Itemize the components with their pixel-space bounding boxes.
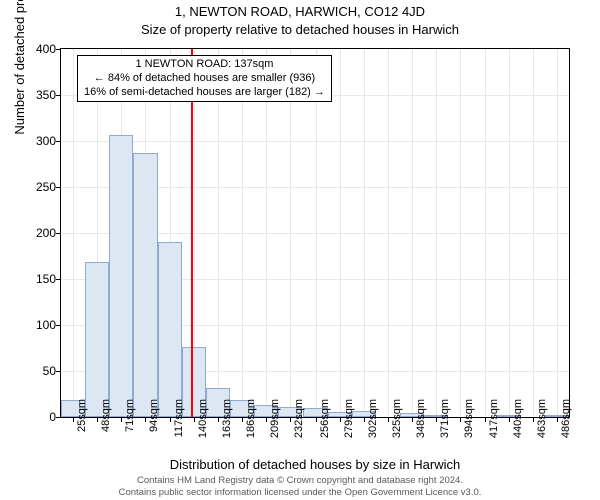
gridline-v [436, 49, 437, 417]
gridline-v [73, 49, 74, 417]
xtick [412, 417, 413, 422]
ytick [56, 371, 61, 372]
gridline-v [242, 49, 243, 417]
xtick-label: 417sqm [488, 399, 500, 449]
histogram-bar [158, 242, 182, 417]
gridline-v [218, 49, 219, 417]
xtick-label: 71sqm [124, 399, 136, 449]
page-root: 1, NEWTON ROAD, HARWICH, CO12 4JD Size o… [0, 0, 600, 500]
xtick [485, 417, 486, 422]
histogram-plot: 1 NEWTON ROAD: 137sqm ← 84% of detached … [60, 48, 570, 418]
y-axis-label: Number of detached properties [12, 0, 27, 230]
xtick [316, 417, 317, 422]
annotation-line-2: ← 84% of detached houses are smaller (93… [84, 72, 325, 86]
xtick [436, 417, 437, 422]
ytick [56, 49, 61, 50]
xtick-label: 117sqm [173, 399, 185, 449]
histogram-bar [133, 153, 157, 417]
ytick [56, 95, 61, 96]
ytick [56, 141, 61, 142]
xtick [145, 417, 146, 422]
xtick-label: 394sqm [463, 399, 475, 449]
page-subtitle: Size of property relative to detached ho… [0, 22, 600, 37]
xtick-label: 140sqm [197, 399, 209, 449]
ytick-label: 350 [16, 88, 56, 102]
ytick-label: 300 [16, 134, 56, 148]
xtick [266, 417, 267, 422]
x-axis-label: Distribution of detached houses by size … [60, 457, 570, 472]
ytick [56, 417, 61, 418]
xtick-label: 486sqm [560, 399, 572, 449]
ytick-label: 100 [16, 318, 56, 332]
xtick-label: 25sqm [76, 399, 88, 449]
xtick [340, 417, 341, 422]
xtick [533, 417, 534, 422]
xtick-label: 94sqm [148, 399, 160, 449]
xtick [194, 417, 195, 422]
ytick [56, 187, 61, 188]
gridline-v [533, 49, 534, 417]
xtick-label: 348sqm [415, 399, 427, 449]
annotation-line-1: 1 NEWTON ROAD: 137sqm [84, 58, 325, 72]
gridline-v [266, 49, 267, 417]
xtick [290, 417, 291, 422]
ytick-label: 400 [16, 42, 56, 56]
xtick-label: 256sqm [319, 399, 331, 449]
xtick [557, 417, 558, 422]
gridline-v [290, 49, 291, 417]
ytick [56, 325, 61, 326]
ytick-label: 50 [16, 364, 56, 378]
xtick [170, 417, 171, 422]
histogram-bar [85, 262, 109, 417]
ytick-label: 200 [16, 226, 56, 240]
xtick-label: 232sqm [293, 399, 305, 449]
gridline-v [412, 49, 413, 417]
gridline-v [557, 49, 558, 417]
footer: Contains HM Land Registry data © Crown c… [0, 475, 600, 498]
xtick [364, 417, 365, 422]
xtick [509, 417, 510, 422]
marker-line [191, 49, 193, 417]
ytick-label: 0 [16, 410, 56, 424]
xtick [460, 417, 461, 422]
xtick-label: 463sqm [536, 399, 548, 449]
xtick-label: 186sqm [245, 399, 257, 449]
footer-line-1: Contains HM Land Registry data © Crown c… [0, 475, 600, 486]
xtick [121, 417, 122, 422]
annotation-box: 1 NEWTON ROAD: 137sqm ← 84% of detached … [77, 55, 332, 102]
gridline-v [316, 49, 317, 417]
gridline-v [509, 49, 510, 417]
ytick [56, 279, 61, 280]
footer-line-2: Contains public sector information licen… [0, 487, 600, 498]
gridline-v [364, 49, 365, 417]
xtick-label: 209sqm [269, 399, 281, 449]
xtick-label: 440sqm [512, 399, 524, 449]
xtick-label: 279sqm [343, 399, 355, 449]
ytick-label: 250 [16, 180, 56, 194]
xtick [73, 417, 74, 422]
gridline-v [485, 49, 486, 417]
xtick [218, 417, 219, 422]
gridline-v [340, 49, 341, 417]
histogram-bar [109, 135, 133, 417]
xtick [388, 417, 389, 422]
annotation-line-3: 16% of semi-detached houses are larger (… [84, 86, 325, 100]
gridline-v [388, 49, 389, 417]
ytick-label: 150 [16, 272, 56, 286]
xtick-label: 371sqm [439, 399, 451, 449]
page-title-address: 1, NEWTON ROAD, HARWICH, CO12 4JD [0, 4, 600, 19]
xtick-label: 325sqm [391, 399, 403, 449]
xtick-label: 302sqm [367, 399, 379, 449]
gridline-v [460, 49, 461, 417]
xtick [242, 417, 243, 422]
xtick-label: 163sqm [221, 399, 233, 449]
ytick [56, 233, 61, 234]
xtick-label: 48sqm [100, 399, 112, 449]
xtick [97, 417, 98, 422]
